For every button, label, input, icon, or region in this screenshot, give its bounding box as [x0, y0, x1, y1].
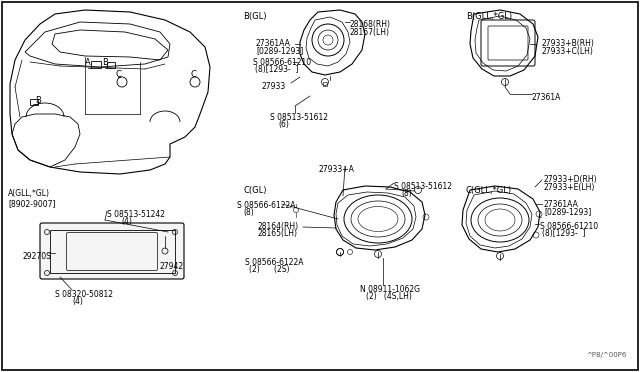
Text: S 08566-6122A: S 08566-6122A	[237, 201, 296, 210]
Text: 28167(LH): 28167(LH)	[350, 28, 390, 37]
Text: B(GLL,*GL): B(GLL,*GL)	[466, 12, 512, 21]
Text: 27361AA: 27361AA	[544, 200, 579, 209]
Text: (4): (4)	[72, 297, 83, 306]
Text: 29270S: 29270S	[22, 252, 51, 261]
Text: (2)      (2S): (2) (2S)	[249, 265, 289, 274]
Text: C: C	[190, 70, 196, 78]
Text: S 08513-51612: S 08513-51612	[270, 113, 328, 122]
Bar	[30, 99, 38, 105]
Text: 27361AA: 27361AA	[256, 39, 291, 48]
Text: 27933+E(LH): 27933+E(LH)	[544, 183, 595, 192]
Text: S 08566-61210: S 08566-61210	[253, 58, 311, 67]
Text: (8)[1293-  ]: (8)[1293- ]	[542, 229, 586, 238]
Text: A(GLL,*GL)
[8902-9007]: A(GLL,*GL) [8902-9007]	[8, 189, 56, 208]
Text: S 08566-61210: S 08566-61210	[540, 222, 598, 231]
Text: 27933+A: 27933+A	[319, 165, 355, 174]
Text: (4): (4)	[121, 217, 132, 226]
Text: 28164(RH): 28164(RH)	[258, 222, 299, 231]
Text: B: B	[102, 58, 108, 67]
Text: ^P8/^00P6: ^P8/^00P6	[586, 352, 627, 358]
Text: 28165(LH): 28165(LH)	[258, 229, 298, 238]
Text: 27942: 27942	[160, 262, 184, 271]
Text: 27361A: 27361A	[532, 93, 561, 102]
Text: B: B	[35, 96, 41, 105]
Text: 28168(RH): 28168(RH)	[350, 20, 391, 29]
Text: B(GL): B(GL)	[243, 12, 266, 21]
Text: 27933: 27933	[262, 82, 286, 91]
Text: (2)   (4S,LH): (2) (4S,LH)	[366, 292, 412, 301]
Text: 27933+C(LH): 27933+C(LH)	[542, 47, 594, 56]
Text: (8): (8)	[401, 189, 412, 198]
Text: S 08513-51612: S 08513-51612	[394, 182, 452, 191]
FancyBboxPatch shape	[40, 223, 184, 279]
Bar	[50, 230, 175, 273]
Bar	[91, 61, 101, 68]
Text: 27933+D(RH): 27933+D(RH)	[544, 175, 598, 184]
Text: C(GL): C(GL)	[243, 186, 266, 195]
Text: [0289-1293]: [0289-1293]	[256, 46, 303, 55]
Text: 27933+B(RH): 27933+B(RH)	[542, 39, 595, 48]
Text: A: A	[85, 58, 91, 67]
Text: [0289-1293]: [0289-1293]	[544, 207, 591, 216]
Text: C: C	[115, 70, 121, 78]
Text: S 08566-6122A: S 08566-6122A	[245, 258, 303, 267]
Text: (6): (6)	[278, 120, 289, 129]
Text: S 08513-51242: S 08513-51242	[107, 210, 165, 219]
Bar	[107, 62, 115, 68]
Text: C(GLL,*GL): C(GLL,*GL)	[466, 186, 512, 195]
Text: N 08911-1062G: N 08911-1062G	[360, 285, 420, 294]
Text: (8): (8)	[243, 208, 253, 217]
Text: S 08320-50812: S 08320-50812	[55, 290, 113, 299]
Bar	[323, 82, 327, 86]
Text: (8)[1293-  ]: (8)[1293- ]	[255, 65, 298, 74]
